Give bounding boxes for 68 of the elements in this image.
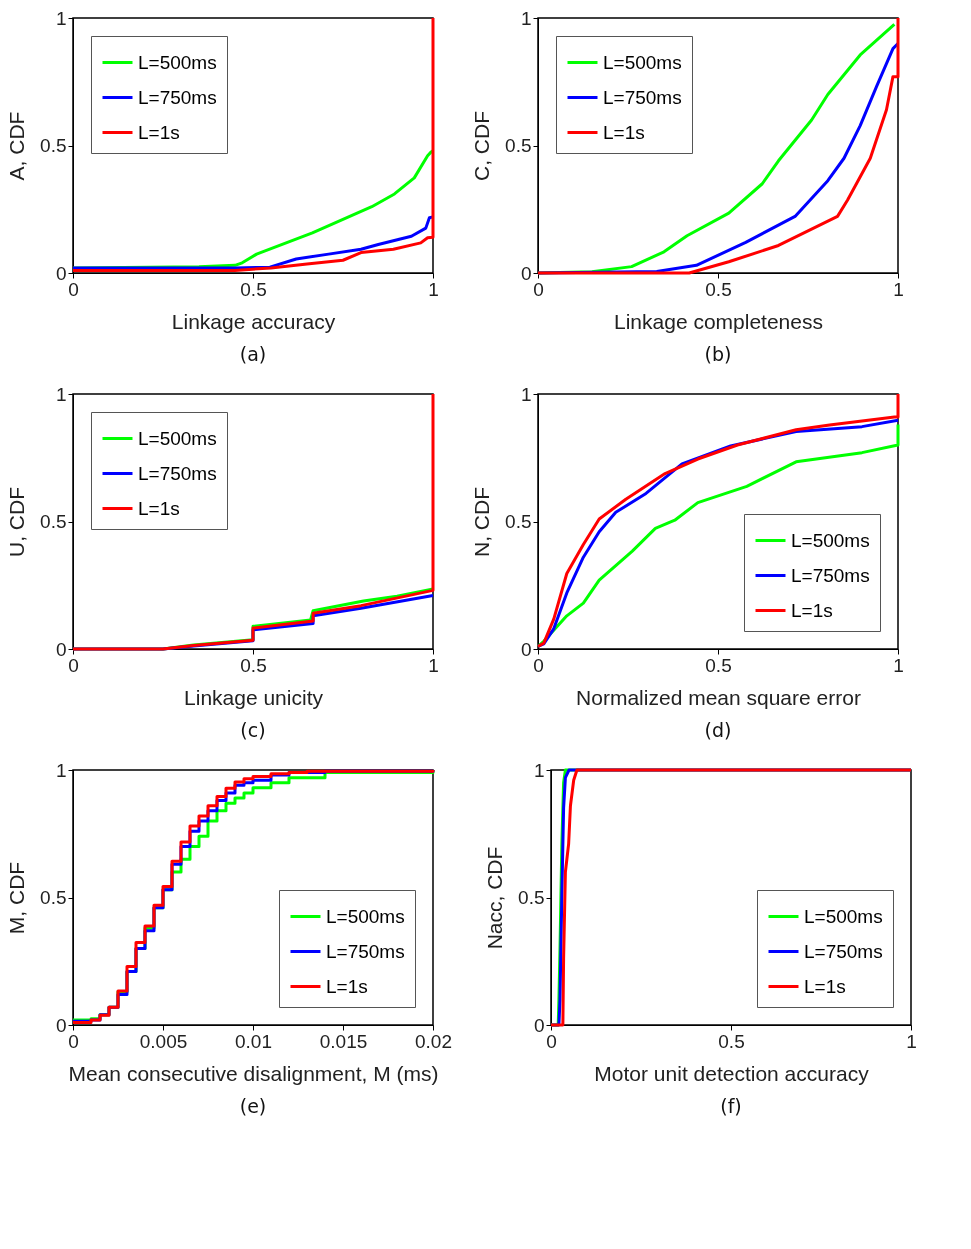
legend-label: L=1s xyxy=(138,497,180,519)
y-tick-label: 0 xyxy=(55,1014,67,1036)
legend-label: L=1s xyxy=(326,975,368,997)
legend-label: L=1s xyxy=(138,121,180,143)
legend-label: L=500ms xyxy=(804,905,883,927)
legend-label: L=1s xyxy=(791,599,833,621)
x-axis-title: Linkage unicity xyxy=(184,685,324,709)
text: (c) xyxy=(240,719,266,741)
y-axis-title: N, CDF xyxy=(470,487,494,557)
y-tick-label: 1 xyxy=(520,7,532,29)
y-tick-label: 1 xyxy=(533,759,545,781)
text: (b) xyxy=(704,343,732,365)
y-tick-label: 1 xyxy=(55,759,67,781)
legend-label: L=1s xyxy=(804,975,846,997)
y-axis-title: M, CDF xyxy=(5,861,29,935)
y-tick-label: 0 xyxy=(520,262,532,284)
x-tick-label: 0.01 xyxy=(235,1030,272,1052)
x-tick-label: 0.5 xyxy=(705,278,732,300)
y-tick-label: 0.5 xyxy=(518,887,545,908)
y-tick-label: 0.5 xyxy=(40,887,67,908)
x-tick-label: 0.5 xyxy=(705,654,732,676)
x-tick-label: 1 xyxy=(893,278,904,300)
text: (a) xyxy=(239,343,267,365)
legend-label: L=500ms xyxy=(138,427,217,449)
x-tick-label: 1 xyxy=(906,1030,917,1052)
x-tick-label: 0.005 xyxy=(139,1030,188,1052)
legend-label: L=1s xyxy=(603,121,645,143)
x-axis-title: Linkage completeness xyxy=(614,309,823,333)
y-tick-label: 0.5 xyxy=(505,511,532,532)
y-tick-label: 0 xyxy=(520,638,532,660)
y-axis-title: A, CDF xyxy=(5,111,29,181)
x-axis-title: Linkage accuracy xyxy=(171,309,336,333)
legend-label: L=750ms xyxy=(603,86,682,108)
x-axis-title: Normalized mean square error xyxy=(576,685,861,709)
x-tick-label: 1 xyxy=(428,654,439,676)
legend-label: L=500ms xyxy=(603,51,682,73)
y-tick-label: 0.5 xyxy=(40,135,67,156)
y-tick-label: 1 xyxy=(55,383,67,405)
x-tick-label: 0.5 xyxy=(240,278,267,300)
y-tick-label: 0.5 xyxy=(505,135,532,156)
x-axis-title: Mean consecutive disalignment, M (ms) xyxy=(68,1061,439,1085)
y-axis-title: C, CDF xyxy=(470,111,494,181)
text: (e) xyxy=(239,1095,267,1117)
legend-label: L=750ms xyxy=(138,86,217,108)
legend-label: L=750ms xyxy=(138,462,217,484)
legend-label: L=500ms xyxy=(138,51,217,73)
x-tick-label: 0.02 xyxy=(415,1030,452,1052)
y-tick-label: 0 xyxy=(55,262,67,284)
text: (f) xyxy=(720,1095,742,1117)
x-tick-label: 1 xyxy=(893,654,904,676)
legend-label: L=750ms xyxy=(326,940,405,962)
x-tick-label: 1 xyxy=(428,278,439,300)
legend-label: L=750ms xyxy=(791,564,870,586)
x-tick-label: 0.5 xyxy=(240,654,267,676)
y-axis-title: Nacc, CDF xyxy=(483,846,507,950)
legend-label: L=750ms xyxy=(804,940,883,962)
x-axis-title: Motor unit detection accuracy xyxy=(594,1061,870,1085)
y-tick-label: 0 xyxy=(533,1014,545,1036)
y-tick-label: 0.5 xyxy=(40,511,67,532)
legend-label: L=500ms xyxy=(791,529,870,551)
text: (d) xyxy=(704,719,732,741)
y-tick-label: 0 xyxy=(55,638,67,660)
legend-label: L=500ms xyxy=(326,905,405,927)
y-tick-label: 1 xyxy=(520,383,532,405)
y-tick-label: 1 xyxy=(55,7,67,29)
y-axis-title: U, CDF xyxy=(5,487,29,557)
x-tick-label: 0.5 xyxy=(718,1030,745,1052)
x-tick-label: 0.015 xyxy=(319,1030,368,1052)
